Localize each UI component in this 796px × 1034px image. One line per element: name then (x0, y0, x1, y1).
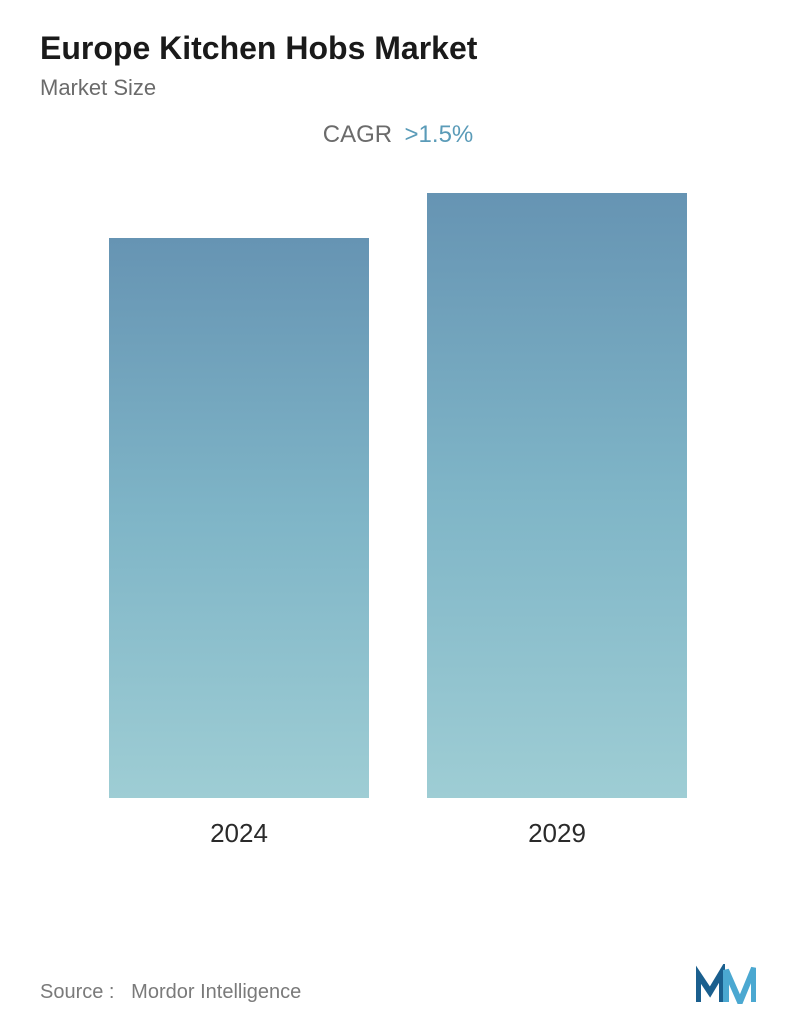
bar-label-0: 2024 (210, 818, 268, 849)
cagr-label: CAGR (323, 121, 392, 148)
bar-group-0: 2024 (80, 238, 398, 849)
bar-chart: 2024 2029 (40, 209, 756, 849)
source-attribution: Source : Mordor Intelligence (40, 981, 301, 1004)
bar-group-1: 2029 (398, 193, 716, 849)
cagr-row: CAGR >1.5% (40, 121, 756, 149)
bar-0 (109, 238, 369, 798)
chart-subtitle: Market Size (40, 75, 756, 101)
source-name: Mordor Intelligence (131, 981, 301, 1003)
bar-label-1: 2029 (528, 818, 586, 849)
source-label: Source : (40, 981, 114, 1003)
mordor-logo-icon (696, 964, 756, 1004)
bar-1 (427, 193, 687, 798)
chart-title: Europe Kitchen Hobs Market (40, 30, 756, 67)
cagr-value: >1.5% (405, 121, 474, 148)
chart-footer: Source : Mordor Intelligence (40, 949, 756, 1004)
